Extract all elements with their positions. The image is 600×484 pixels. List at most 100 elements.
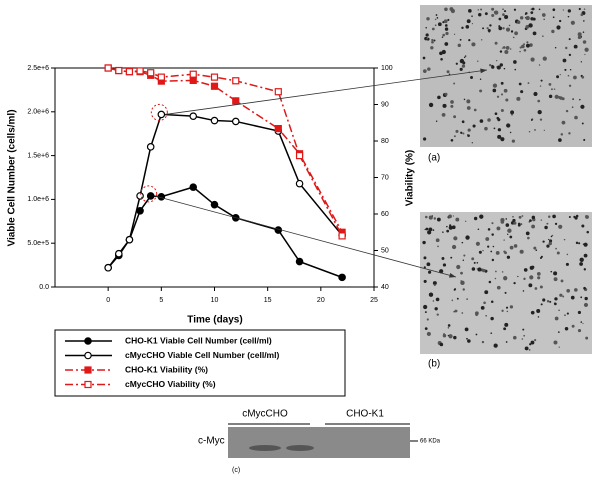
gel-spot (539, 85, 542, 87)
gel-spot (554, 94, 559, 99)
gel-spot (549, 239, 553, 243)
gel-spot (434, 24, 437, 27)
gel-spot (432, 300, 435, 302)
gel-spot (482, 268, 486, 273)
gel-spot (553, 277, 558, 282)
gel-spot (531, 215, 536, 220)
gel-spot (425, 227, 429, 231)
gel-spot (433, 39, 436, 42)
gel-spot (579, 257, 584, 262)
gel-spot (556, 251, 560, 255)
gel-spot (480, 306, 485, 310)
gel-spot (477, 267, 482, 272)
gel-spot (428, 292, 434, 297)
arrow (165, 69, 488, 115)
gel-spot (577, 310, 582, 315)
gel-spot (435, 14, 438, 16)
arrow (154, 195, 457, 278)
gel-spot (479, 78, 482, 80)
gel-spot (492, 83, 498, 88)
marker (157, 73, 165, 81)
gel-spot (530, 340, 535, 345)
gel-spot (437, 95, 441, 100)
gel-spot (462, 132, 465, 135)
gel-spot (491, 13, 495, 18)
gel-spot (512, 36, 515, 39)
marker (210, 200, 219, 209)
gel-spot (475, 333, 478, 336)
gel-spot (453, 33, 456, 35)
gel-spot (484, 12, 488, 16)
gel-spot (442, 231, 444, 233)
gel-spot (524, 17, 527, 19)
gel-spot (425, 26, 427, 29)
gel-spot (511, 113, 514, 116)
gel-spot (533, 91, 538, 97)
gel-spot (500, 108, 504, 112)
blot-band (286, 445, 314, 451)
gel-spot (558, 224, 563, 229)
gel-spot (472, 124, 476, 128)
gel-spot (500, 81, 504, 85)
gel-spot (466, 19, 471, 24)
gel-spot (568, 84, 572, 87)
gel-spot (542, 240, 545, 243)
gel-spot (461, 120, 465, 124)
marker (210, 73, 219, 81)
blot-row-label: c-Myc (198, 436, 225, 447)
gel-spot (519, 16, 524, 20)
gel-spot (433, 217, 437, 220)
gel-spot (504, 291, 507, 294)
y2-tick-label: 80 (381, 138, 389, 145)
marker (115, 66, 123, 75)
gel-spot (530, 17, 534, 21)
gel-spot (533, 246, 537, 250)
gel-spot (442, 103, 447, 108)
gel-spot (504, 322, 509, 327)
gel-spot (568, 215, 571, 219)
gel-spot (506, 123, 511, 128)
marker (189, 70, 197, 78)
gel-spot (423, 266, 426, 269)
gel-spot (439, 269, 444, 274)
gel-spot (491, 64, 494, 67)
marker (338, 232, 346, 240)
gel-spot (509, 48, 512, 50)
gel-spot (558, 309, 560, 311)
gel-spot (491, 258, 495, 262)
gel-spot (493, 11, 496, 13)
marker (189, 76, 197, 85)
gel-spot (471, 142, 473, 144)
highlight-circle (150, 103, 168, 121)
gel-spot (554, 222, 558, 226)
gel-spot (537, 316, 540, 318)
gel-spot (524, 13, 527, 16)
gel-spot (451, 299, 454, 302)
gel-spot (559, 19, 562, 23)
gel-spot (516, 96, 521, 101)
blot-group: CHO-K1 (346, 409, 384, 420)
gel-spot (578, 242, 581, 245)
gel-spot (444, 24, 448, 27)
gel-spot (490, 332, 493, 334)
gel-spot (537, 276, 541, 280)
gel-spot (529, 275, 534, 280)
gel-spot (562, 9, 564, 11)
gel-spot (548, 83, 552, 86)
gel-spot (459, 67, 463, 71)
gel-spot (517, 222, 521, 225)
gel-spot (583, 138, 586, 141)
gel-spot (482, 27, 485, 30)
y-tick-label: 1.0e+6 (27, 196, 49, 203)
gel-spot (452, 215, 454, 217)
gel-spot (444, 27, 449, 31)
gel-spot (486, 27, 489, 30)
gel-spot (518, 82, 522, 86)
marker (231, 117, 240, 126)
gel-spot (557, 331, 560, 333)
gel-spot (466, 106, 471, 110)
gel-spot (513, 60, 517, 64)
gel-spot (505, 46, 510, 50)
gel-spot (567, 74, 570, 77)
y2-axis-title: Viability (%) (405, 150, 416, 207)
